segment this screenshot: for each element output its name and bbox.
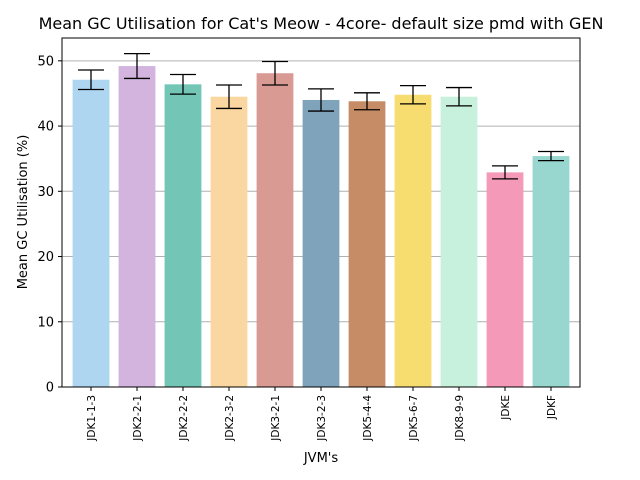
error-bars — [78, 53, 564, 180]
x-tick-label: JDK5-4-4 — [362, 395, 374, 442]
x-tick-label: JDK3-2-1 — [270, 395, 282, 442]
chart-title: Mean GC Utilisation for Cat's Meow - 4co… — [39, 14, 604, 33]
bar-JDKF — [532, 156, 570, 387]
x-axis: JDK1-1-3 JDK2-2-1 JDK2-2-2 JDK2-3-2 JDK3-2-1… — [86, 387, 558, 442]
x-tick-label: JDK1-1-3 — [86, 395, 98, 442]
y-axis: 0 10 20 30 40 50 — [37, 54, 62, 396]
bar-JDKE — [486, 172, 524, 387]
x-tick-label: JDK3-2-3 — [316, 395, 328, 442]
y-tick-label: 30 — [37, 185, 54, 200]
bar-JDK1-1-3 — [72, 79, 110, 387]
y-axis-label: Mean GC Utilisation (%) — [16, 135, 31, 290]
bar-JDK3-2-3 — [302, 99, 340, 388]
bar-JDK2-2-1 — [118, 66, 156, 387]
y-tick-label: 40 — [37, 120, 54, 135]
bar-JDK8-9-9 — [440, 96, 478, 388]
bar-JDK2-3-2 — [210, 96, 248, 388]
x-tick-label: JDKE — [500, 395, 512, 421]
y-tick-label: 50 — [37, 54, 54, 69]
bar-JDK2-2-2 — [164, 84, 202, 387]
y-tick-label: 10 — [37, 315, 54, 330]
x-tick-label: JDK2-3-2 — [224, 395, 236, 442]
x-tick-label: JDK2-2-2 — [178, 395, 190, 442]
bars — [72, 66, 570, 388]
x-tick-label: JDK8-9-9 — [454, 395, 466, 442]
x-tick-label: JDK2-2-1 — [132, 395, 144, 442]
bar-JDK5-4-4 — [348, 101, 386, 387]
y-tick-label: 20 — [37, 250, 54, 265]
x-tick-label: JDK5-6-7 — [408, 395, 420, 442]
x-tick-label: JDKF — [546, 395, 558, 420]
bar-JDK3-2-1 — [256, 73, 294, 387]
x-axis-label: JVM's — [303, 451, 339, 466]
y-tick-label: 0 — [46, 381, 54, 396]
bar-JDK5-6-7 — [394, 94, 432, 388]
